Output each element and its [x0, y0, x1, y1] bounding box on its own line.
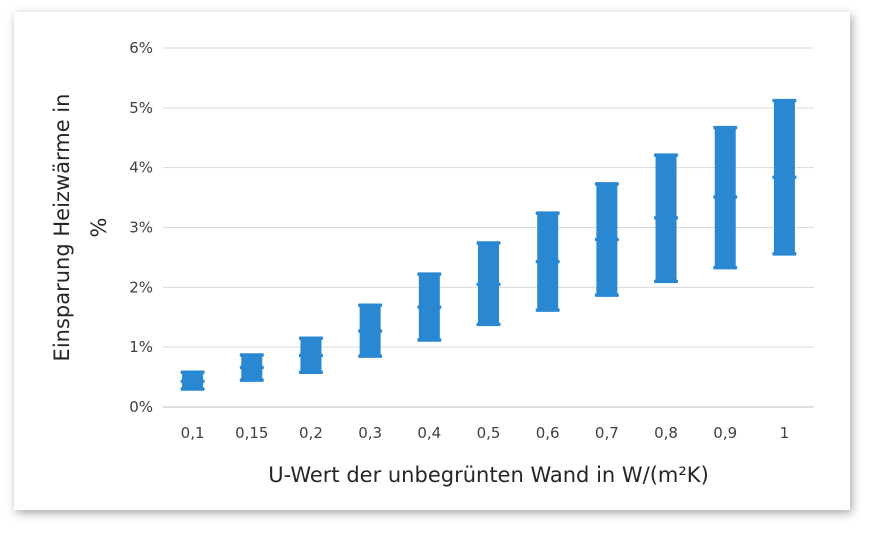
range-bar-mid-marker — [594, 237, 619, 242]
range-bar-low-cap — [239, 378, 264, 382]
range-bar-high-cap — [535, 211, 560, 215]
y-tick-label: 2% — [129, 278, 153, 296]
range-bar — [476, 241, 501, 327]
range-bar-high-cap — [239, 353, 264, 357]
range-bar-high-cap — [772, 98, 797, 103]
range-bar — [180, 370, 205, 391]
y-axis-title-line-2: % — [87, 218, 111, 238]
range-bar-mid-marker — [535, 259, 560, 264]
range-bar-high-cap — [180, 370, 205, 375]
y-tick-label: 5% — [129, 99, 153, 117]
savings-range-chart: 0% 1% 2% 3% 4% 5% 6% 0,1 0,15 0,2 0,3 0,4 0,5 0,6 0,7… — [50, 39, 814, 487]
x-tick-labels: 0,1 0,15 0,2 0,3 0,4 0,5 0,6 0,7 0,8 0,9 1 — [181, 424, 790, 442]
range-bar-mid-marker — [654, 216, 679, 220]
range-bar-mid-marker — [476, 282, 501, 287]
range-bar-low-cap — [772, 252, 797, 256]
range-bar-low-cap — [594, 293, 619, 297]
range-bar — [239, 353, 264, 382]
range-bar — [535, 211, 560, 312]
x-tick-label: 0,1 — [181, 424, 205, 442]
range-bar-high-cap — [358, 303, 383, 308]
chart-card: 0% 1% 2% 3% 4% 5% 6% 0,1 0,15 0,2 0,3 0,4 0,5 0,6 0,7… — [14, 12, 850, 510]
range-bar-mid-marker — [417, 305, 442, 309]
x-tick-label: 0,7 — [595, 424, 619, 442]
range-bar — [594, 182, 619, 297]
range-bar-mid-marker — [358, 329, 383, 333]
x-tick-label: 0,9 — [713, 424, 737, 442]
range-bar — [713, 125, 738, 270]
y-tick-label: 0% — [129, 398, 153, 416]
y-tick-label: 6% — [129, 39, 153, 57]
x-tick-label: 0,8 — [654, 424, 678, 442]
range-bar-high-cap — [417, 272, 442, 276]
range-bar-low-cap — [180, 387, 205, 391]
y-tick-label: 1% — [129, 338, 153, 356]
range-bar-mid-marker — [772, 175, 797, 179]
x-tick-label: 0,15 — [235, 424, 268, 442]
range-bar-low-cap — [417, 338, 442, 342]
range-bar-low-cap — [535, 308, 560, 312]
y-tick-label: 3% — [129, 219, 153, 237]
range-bar — [654, 153, 679, 284]
range-bar-high-cap — [594, 182, 619, 186]
range-bar-low-cap — [654, 279, 679, 284]
range-bar-high-cap — [654, 153, 679, 157]
range-bar-high-cap — [298, 336, 323, 340]
y-tick-labels: 0% 1% 2% 3% 4% 5% 6% — [129, 39, 153, 416]
range-bar-low-cap — [298, 370, 323, 375]
x-tick-label: 0,3 — [358, 424, 382, 442]
y-axis-title-line-1: Einsparung Heizwärme in — [50, 94, 74, 362]
range-bar-high-cap — [476, 241, 501, 245]
x-tick-label: 1 — [780, 424, 790, 442]
range-bars — [180, 98, 797, 391]
range-bar-mid-marker — [180, 379, 205, 384]
range-bar — [358, 303, 383, 358]
range-bar-mid-marker — [713, 195, 738, 199]
x-axis-title: U-Wert der unbegrünten Wand in W/(m²K) — [268, 463, 709, 487]
y-tick-label: 4% — [129, 159, 153, 177]
x-tick-label: 0,4 — [417, 424, 441, 442]
range-bar-mid-marker — [239, 365, 264, 370]
range-bar — [417, 272, 442, 342]
range-bar-high-cap — [713, 125, 738, 130]
range-bar-low-cap — [476, 322, 501, 327]
range-bar-low-cap — [358, 354, 383, 358]
range-bar-mid-marker — [298, 353, 323, 358]
range-bar-low-cap — [713, 265, 738, 270]
range-bar — [298, 336, 323, 375]
x-tick-label: 0,2 — [299, 424, 323, 442]
x-tick-label: 0,6 — [536, 424, 560, 442]
x-tick-label: 0,5 — [477, 424, 501, 442]
range-bar — [772, 98, 797, 256]
